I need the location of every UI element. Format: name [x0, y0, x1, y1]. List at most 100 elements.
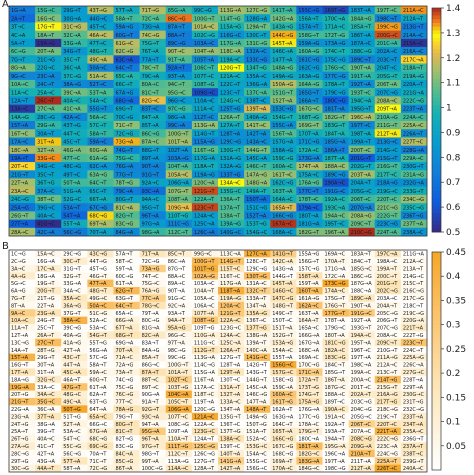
heatmap-cell — [270, 346, 297, 354]
cell-label: 207C→G — [377, 90, 398, 96]
heatmap-cell — [218, 309, 245, 317]
colorbar-tick-label: 0.2 — [446, 369, 460, 379]
heatmap-cell — [348, 257, 376, 266]
cell-label: 33G→C — [37, 156, 55, 162]
heatmap-cell — [113, 250, 140, 258]
heatmap-cell — [35, 383, 62, 391]
cell-label: 166G→A — [298, 333, 320, 339]
cell-label: 184C→T — [351, 259, 372, 265]
heatmap-cell — [113, 153, 140, 163]
heatmap-cell — [348, 383, 376, 391]
cell-label: 121G→T — [194, 189, 216, 195]
cell-label: 62C→A — [89, 164, 107, 170]
heatmap-cell — [87, 186, 114, 196]
heatmap-cell — [87, 178, 114, 188]
cell-label: 71A→C — [116, 355, 134, 361]
heatmap-cell — [9, 22, 36, 31]
cell-label: 75G→C — [142, 281, 160, 287]
heatmap-cell — [35, 162, 62, 171]
heatmap-cell — [165, 301, 193, 310]
heatmap-cell — [9, 194, 36, 204]
heatmap-cell — [9, 427, 36, 436]
heatmap-cell — [139, 203, 167, 212]
cell-label: 56A→C — [89, 115, 107, 121]
cell-label: 177C→G — [298, 414, 319, 420]
cell-label: 238A→C — [403, 230, 424, 236]
heatmap-cell — [270, 412, 297, 421]
heatmap-cell — [9, 279, 36, 288]
cell-label: 176G→T — [325, 303, 347, 309]
cell-label: 217C→G — [403, 296, 424, 302]
cell-label: 229A→C — [403, 156, 424, 162]
heatmap-cell — [400, 257, 428, 266]
cell-label: 47T→C — [63, 156, 81, 162]
heatmap-cell — [191, 112, 219, 122]
heatmap-cell — [9, 442, 36, 451]
heatmap-cell — [400, 464, 428, 473]
cell-label: 150T→G — [246, 422, 267, 428]
heatmap-cell — [218, 346, 245, 354]
cell-label: 123G→C — [220, 326, 242, 332]
heatmap-cell — [400, 96, 428, 105]
heatmap-cell — [113, 96, 140, 105]
cell-label: 128G→A — [246, 16, 268, 22]
heatmap-cell — [35, 145, 62, 155]
heatmap-cell — [218, 435, 245, 443]
cell-label: 74C→G — [116, 377, 134, 383]
cell-label: 72C→G — [142, 259, 160, 265]
cell-label: 37T→A — [37, 414, 55, 420]
cell-label: 127A→T — [220, 123, 241, 129]
heatmap-cell — [113, 170, 140, 179]
heatmap-cell — [165, 162, 193, 171]
cell-label: 226A→T — [403, 131, 424, 137]
cell-label: 19A→T — [11, 156, 29, 162]
heatmap-cell — [244, 361, 271, 369]
heatmap-cell — [191, 63, 219, 73]
heatmap-cell — [374, 137, 402, 146]
heatmap-cell — [113, 331, 140, 340]
heatmap-cell — [165, 368, 193, 377]
heatmap-cell — [244, 250, 271, 258]
heatmap-cell — [400, 383, 428, 391]
cell-label: 213C→T — [377, 370, 398, 376]
cell-label: 133C→G — [246, 57, 267, 63]
heatmap-cell — [9, 219, 36, 229]
cell-label: 195G→A — [325, 444, 347, 450]
cell-label: 164A→C — [272, 197, 293, 203]
heatmap-cell — [9, 331, 36, 340]
cell-label: 204T→C — [377, 66, 398, 72]
cell-label: 35A→C — [63, 296, 81, 302]
cell-label: 171A→C — [325, 25, 346, 31]
heatmap-cell — [400, 346, 428, 354]
heatmap-cell — [87, 63, 114, 73]
cell-label: 210A→T — [351, 451, 372, 457]
cell-label: 5G→C — [11, 281, 26, 287]
heatmap-cell — [244, 412, 271, 421]
heatmap-cell — [374, 279, 402, 288]
cell-label: 140C→A — [246, 348, 267, 354]
heatmap-cell — [374, 211, 402, 220]
heatmap-cell — [218, 368, 245, 377]
heatmap-cell — [139, 250, 167, 258]
cell-label: 197T→C — [377, 8, 398, 14]
cell-label: 157A→T — [298, 25, 319, 31]
cell-label: 208A→C — [377, 333, 398, 339]
cell-label: 60G→T — [89, 377, 107, 383]
cell-label: 201C→A — [377, 41, 398, 47]
cell-label: 169G→T — [298, 123, 320, 129]
heatmap-cell — [374, 301, 402, 310]
cell-label: 113G→A — [220, 8, 242, 14]
heatmap-cell — [374, 129, 402, 138]
cell-label: 134T→A — [246, 303, 267, 309]
cell-label: 172C→A — [325, 274, 346, 280]
cell-label: 84C→A — [116, 451, 134, 457]
heatmap-cell — [191, 449, 219, 458]
heatmap-cell — [9, 104, 36, 114]
cell-label: 165T→A — [272, 429, 293, 435]
cell-label: 154A→C — [246, 451, 267, 457]
cell-label: 73A→T — [116, 370, 134, 376]
cell-label: 218C→G — [377, 407, 398, 413]
cell-label: 180C→A — [298, 437, 319, 443]
heatmap-cell — [87, 219, 114, 229]
cell-label: 130C→T — [246, 33, 267, 39]
